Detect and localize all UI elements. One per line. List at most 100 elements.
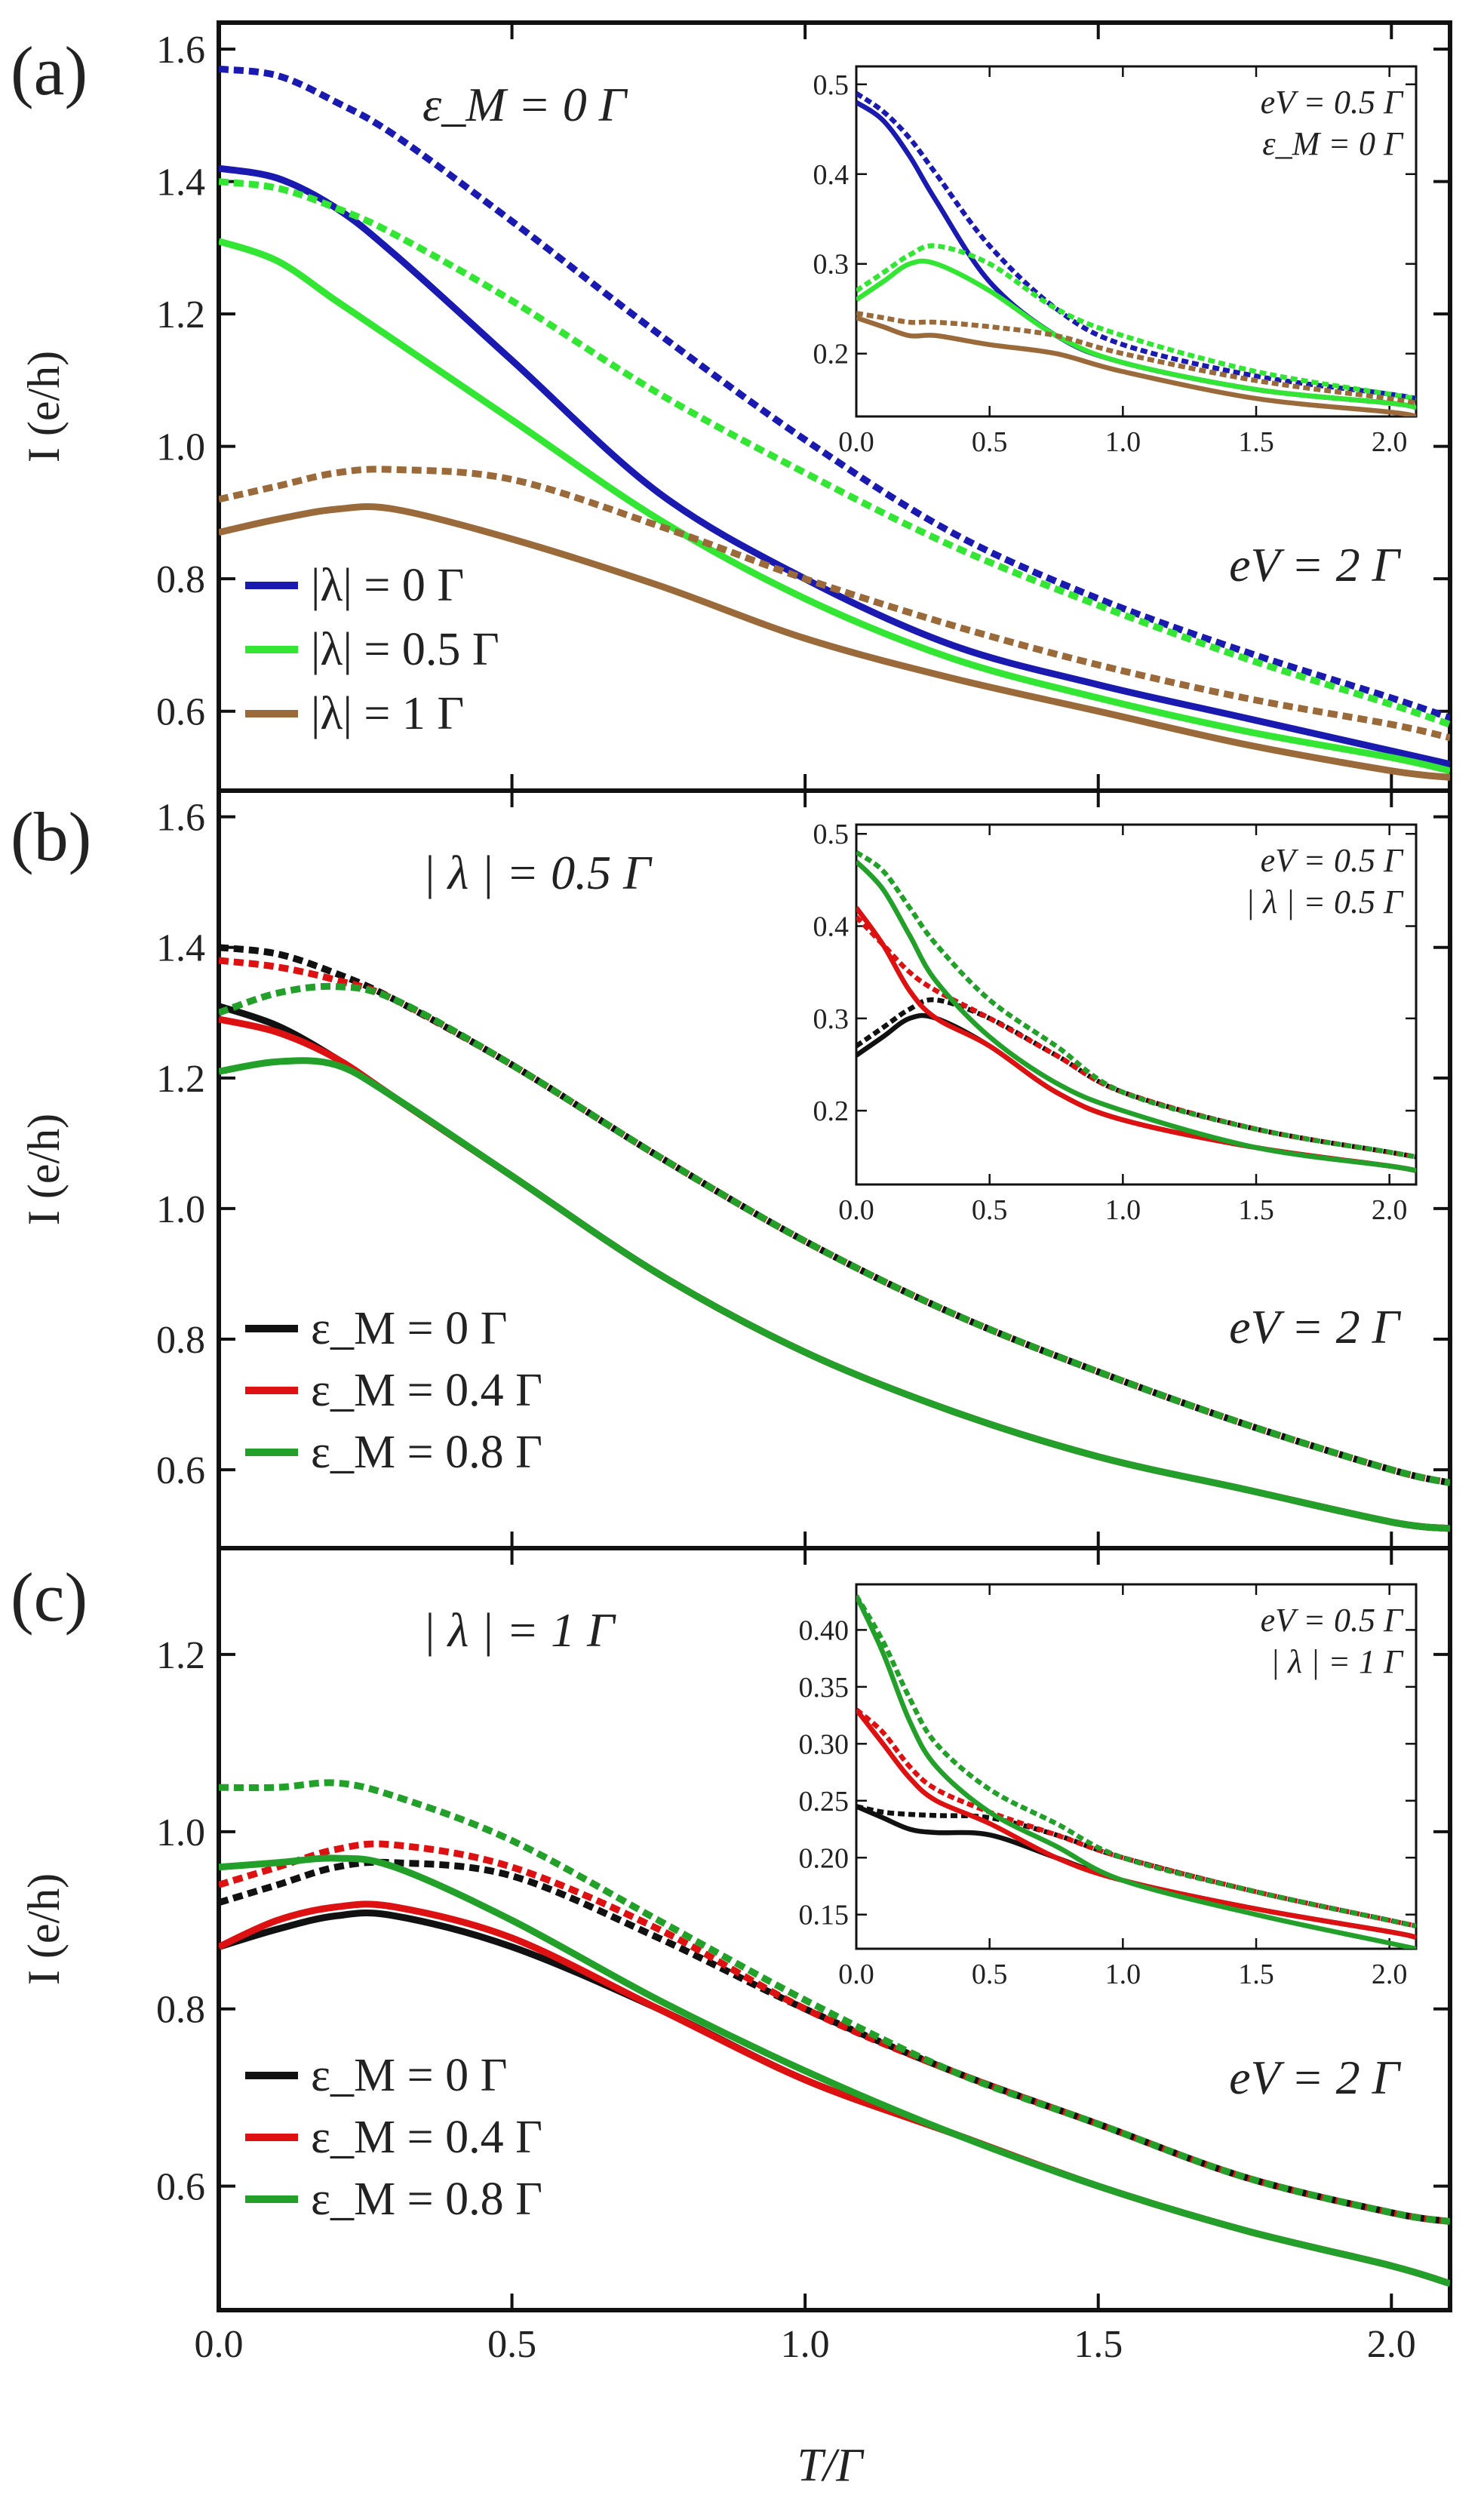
inset-series-group (856, 1594, 1416, 1949)
panel-label: (a) (11, 32, 88, 109)
series-line-brown-dashed (219, 465, 1450, 742)
inset-y-tick-label: 0.3 (813, 249, 850, 281)
series-group (219, 1779, 1450, 2288)
inset-x-tick-label: 2.0 (1372, 426, 1408, 458)
inset-frame (855, 1583, 1418, 1950)
x-tick-label: 1.0 (781, 2323, 830, 2366)
x-tick-label: 0.5 (487, 2323, 536, 2366)
inset-x-tick-label: 1.0 (1105, 1959, 1141, 1990)
series-line-bright_green-dashed (219, 178, 1450, 728)
y-axis-title: I (e/h) (19, 351, 69, 462)
y-tick-label: 0.8 (156, 1319, 205, 1362)
series-line-blue-dashed (219, 65, 1450, 721)
series-line-blue-solid (219, 164, 1450, 768)
inset-series-line-brown-solid (856, 315, 1416, 416)
inset-series-group (856, 91, 1416, 416)
series-group (219, 65, 1450, 781)
inset-label-1: eV = 0.5 Γ (1261, 842, 1404, 879)
panel-title: | λ | = 0.5 Γ (422, 846, 653, 899)
inset-label-1: eV = 0.5 Γ (1261, 84, 1404, 121)
inset-series-line-green-solid (856, 859, 1416, 1173)
inset-series-line-red-solid (856, 1708, 1416, 1940)
inset-y-tick-label: 0.35 (799, 1672, 850, 1704)
panel-title: | λ | = 1 Γ (422, 1603, 616, 1657)
inset-x-tick-label: 1.5 (1238, 1959, 1274, 1990)
y-tick-label: 1.0 (156, 426, 205, 469)
inset-x-tick-label: 0.0 (838, 1959, 874, 1990)
inset-y-tick-label: 0.5 (813, 69, 850, 101)
inset-y-tick-label: 0.30 (799, 1728, 850, 1760)
y-tick-label: 0.6 (156, 691, 205, 734)
legend-label: |λ| = 0.5 Γ (311, 624, 499, 675)
legend-label: ε_M = 0.8 Γ (311, 1427, 542, 1478)
legend-label: ε_M = 0.8 Γ (311, 2174, 542, 2225)
inset-y-tick-label: 0.3 (813, 1003, 850, 1035)
plot-frame (217, 1546, 1452, 2312)
panel-b: 0.6 0.8 1.0 1.2 1.4 1.6 I (e/h) (b) | λ | = 0.5 … (11, 788, 1452, 1550)
series-line-green-solid (219, 1057, 1450, 1532)
inset-x-tick-label: 1.0 (1105, 426, 1141, 458)
y-tick-label: 0.8 (156, 1989, 205, 2032)
y-tick-label: 1.4 (156, 927, 205, 970)
inset-x-tick-label: 0.0 (838, 1194, 874, 1226)
series-group (219, 944, 1450, 1532)
y-tick-label: 1.2 (156, 1634, 205, 1677)
inset-y-tick-label: 0.4 (813, 911, 850, 943)
y-tick-label: 1.2 (156, 1058, 205, 1101)
y-tick-label: 0.8 (156, 558, 205, 601)
inset: 0.2 0.3 0.4 0.5 0.0 0.5 1.0 1.5 2.0 eV = 0.5 Γ | λ… (813, 819, 1418, 1226)
inset-series-line-green-solid (856, 1594, 1416, 1949)
x-axis-title: T/Γ (797, 2440, 865, 2491)
series-line-bright_green-solid (219, 238, 1450, 775)
y-tick-label: 0.6 (156, 2166, 205, 2209)
y-tick-label: 1.6 (156, 29, 205, 72)
y-tick-label: 1.0 (156, 1188, 205, 1231)
inset-y-tick-label: 0.40 (799, 1615, 850, 1646)
inset-x-tick-label: 0.5 (972, 426, 1008, 458)
inset-label-2: | λ | = 1 Γ (1270, 1643, 1404, 1680)
series-line-brown-solid (219, 503, 1450, 781)
y-tick-label: 1.0 (156, 1811, 205, 1854)
inset-x-tick-label: 0.5 (972, 1194, 1008, 1226)
inset-frame (855, 65, 1418, 418)
x-tick-label: 0.0 (195, 2323, 244, 2366)
legend-label: |λ| = 1 Γ (311, 688, 464, 739)
legend-label: ε_M = 0 Γ (311, 1303, 507, 1354)
series-line-green-dashed (219, 1779, 1450, 2226)
inset-label-2: | λ | = 0.5 Γ (1246, 883, 1404, 920)
x-tick-label: 2.0 (1367, 2323, 1416, 2366)
inset-x-tick-label: 0.0 (838, 426, 874, 458)
panels: 0.6 0.8 1.0 1.2 1.4 1.6 I (e/h) (a) ε_M = 0 Γ eV … (11, 20, 1452, 2366)
y-tick-label: 1.4 (156, 161, 205, 204)
inset-x-tick-label: 1.5 (1238, 426, 1274, 458)
inset-series-line-green-dashed (856, 1594, 1416, 1928)
inset-y-tick-label: 0.2 (813, 339, 850, 370)
bias-label: eV = 2 Γ (1229, 538, 1402, 591)
y-tick-label: 0.6 (156, 1449, 205, 1492)
bias-label: eV = 2 Γ (1229, 2051, 1402, 2104)
y-tick-label: 1.6 (156, 797, 205, 840)
series-line-red-dashed (219, 1840, 1450, 2226)
inset-x-tick-label: 1.5 (1238, 1194, 1274, 1226)
inset-label-1: eV = 0.5 Γ (1261, 1602, 1404, 1639)
panel-label: (b) (11, 798, 91, 875)
bias-label: eV = 2 Γ (1229, 1300, 1402, 1353)
inset-y-tick-label: 0.5 (813, 819, 850, 850)
inset-x-tick-label: 2.0 (1372, 1959, 1408, 1990)
inset-x-tick-label: 0.5 (972, 1959, 1008, 1990)
legend-label: ε_M = 0.4 Γ (311, 1365, 542, 1416)
inset-series-line-green-dashed (856, 850, 1416, 1160)
y-tick-label: 1.2 (156, 293, 205, 336)
legend-label: ε_M = 0.4 Γ (311, 2112, 542, 2163)
y-axis-title: I (e/h) (19, 1873, 69, 1985)
inset: 0.2 0.3 0.4 0.5 0.0 0.5 1.0 1.5 2.0 eV = 0.5 Γ ε_M… (813, 65, 1418, 458)
series-line-green-dashed (219, 982, 1450, 1486)
y-axis-title: I (e/h) (19, 1114, 69, 1225)
inset-y-tick-label: 0.20 (799, 1842, 850, 1874)
inset-y-tick-label: 0.2 (813, 1095, 850, 1127)
inset: 0.15 0.20 0.25 0.30 0.35 0.40 0.0 0.5 1.0 1.5 2.0 e… (799, 1583, 1418, 1990)
inset-y-tick-label: 0.15 (799, 1900, 850, 1931)
inset-label-2: ε_M = 0 Γ (1262, 125, 1404, 162)
panel-a: 0.6 0.8 1.0 1.2 1.4 1.6 I (e/h) (a) ε_M = 0 Γ eV … (11, 20, 1452, 793)
